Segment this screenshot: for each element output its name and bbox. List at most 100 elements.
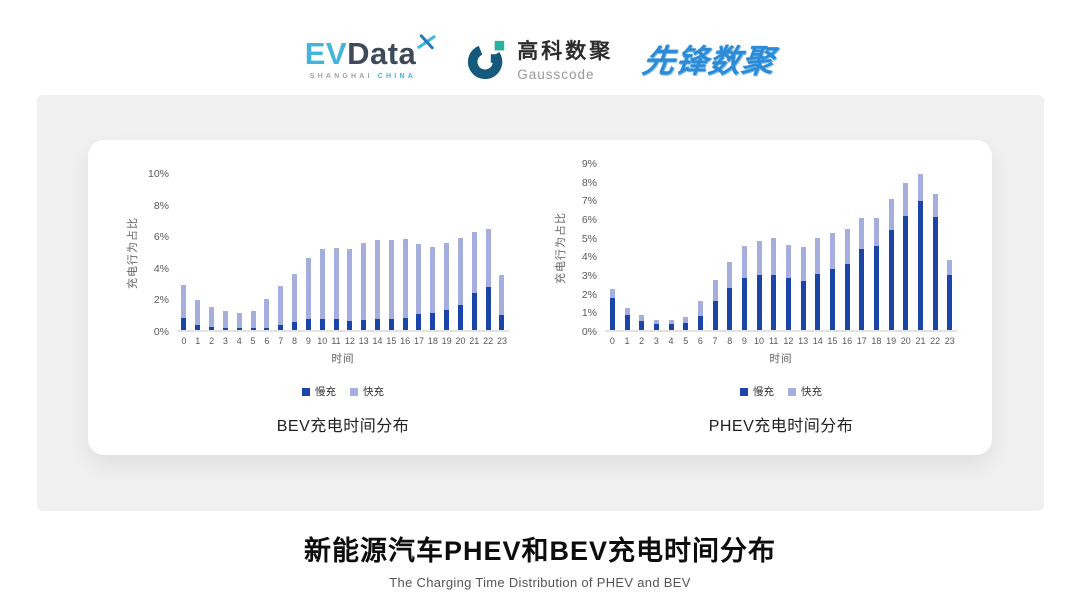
plot [605,164,957,332]
fast-charge-segment [668,319,674,325]
fast-charge-segment [333,248,339,320]
fast-charge-segment [361,242,367,320]
slow-charge-segment [347,320,353,330]
gausscode-en-text: Gausscode [517,67,595,82]
slow-charge-segment [361,319,367,330]
phev-chart: 充电行为占比 0% 1% 2% 3% 4% 5% 6% 7% 8% 9% 0 1 2 3 4 5 6 7 8 9 10 11… [551,158,957,436]
chart-title: PHEV充电时间分布 [708,418,854,435]
slow-charge-segment [785,278,791,330]
y-axis-title: 充电行为占比 [551,164,569,332]
legend-label: 慢充 [753,386,774,398]
y-tick-label: 7% [581,195,597,208]
slow-charge-segment [829,269,835,330]
x-tick-label: 18 [871,336,882,346]
x-tick-labels: 0 1 2 3 4 5 6 7 8 9 10 11 12 13 14 15 16 17 18 19 20 21 22 23 [605,336,957,346]
fast-charge-segment [683,317,689,323]
bar [913,164,928,330]
x-tick-label: 17 [413,336,424,346]
y-tick-label: 6% [581,214,597,226]
evdata-subtext-right: CHINA [377,72,416,80]
bar [634,164,649,330]
y-axis-title: 充电行为占比 [123,174,141,332]
legend-swatch-icon [788,387,796,396]
x-tick-label: 16 [400,336,411,346]
slow-charge-segment [815,273,821,330]
slow-charge-segment [859,248,865,330]
bar [426,174,440,330]
x-tick-label: 8 [727,336,733,346]
fast-charge-segment [347,248,353,321]
fast-charge-segment [236,312,242,329]
slow-charge-segment [416,314,422,330]
fast-charge-segment [222,311,228,329]
x-tick-label: 16 [842,336,853,346]
bar [454,174,468,330]
y-tick-label: 9% [581,158,597,170]
plot [177,174,509,332]
slow-charge-segment [236,328,242,330]
fast-charge-segment [278,285,284,325]
evdata-logo: EV Data SHANGHAI CHINA [305,33,437,80]
gausscode-logo: 高科数聚 Gausscode [466,35,613,82]
slow-charge-segment [250,328,256,330]
x-axis-title: 时间 [769,353,793,365]
slow-charge-segment [209,326,215,330]
y-tick-label: 6% [153,231,169,244]
charts-row: 充电行为占比 0% 2% 4% 6% 8% 10% 0 1 2 3 4 5 6 7 8 9 10 11 12 13 14 1… [88,158,992,436]
bar [177,174,191,330]
slow-charge-segment [264,327,270,330]
evdata-subtext: SHANGHAI CHINA [305,73,437,80]
legend-swatch-icon [740,387,748,396]
y-axis-ticks: 0% 2% 4% 6% 8% 10% [141,168,177,338]
slow-charge-segment [195,324,201,330]
x-tick-label: 6 [264,336,270,346]
x-tick-label: 7 [712,336,718,346]
bar [232,174,246,330]
slow-charge-segment [683,322,689,330]
slow-charge-segment [800,281,806,330]
x-tick-label: 3 [222,336,228,346]
fast-charge-segment [485,228,491,288]
slow-charge-segment [609,297,615,330]
evdata-x-leaf-icon [417,33,436,49]
slow-charge-segment [278,324,284,330]
bars [177,174,509,330]
fast-charge-segment [815,237,821,274]
slow-charge-segment [932,216,938,330]
slow-charge-segment [292,322,298,330]
fast-charge-segment [785,245,791,279]
pioneer-logo: 先锋数聚 [640,42,778,79]
y-tick-label: 0% [581,326,597,338]
fast-charge-segment [947,259,953,275]
legend-swatch-icon [350,387,358,396]
gausscode-wordmark: 高科数聚 Gausscode [517,35,613,82]
slow-charge-segment [639,320,645,330]
bar [708,164,723,330]
evdata-wordmark: EV Data [305,33,437,69]
legend-item: 快充 [350,384,384,399]
bar [218,174,232,330]
plot-area: 充电行为占比 0% 2% 4% 6% 8% 10% [123,168,509,338]
bar [620,164,635,330]
slow-charge-segment [333,319,339,330]
y-axis-ticks: 0% 1% 2% 3% 4% 5% 6% 7% 8% 9% [569,158,605,338]
x-tick-label: 7 [278,336,284,346]
slow-charge-segment [668,324,674,330]
evdata-subtext-left: SHANGHAI [309,72,373,80]
slow-charge-segment [947,274,953,330]
bar [678,164,693,330]
x-tick-label: 3 [653,336,659,346]
x-tick-label: 0 [181,336,187,346]
x-tick-label: 15 [386,336,397,346]
bar [246,174,260,330]
bar [384,174,398,330]
x-tick-label: 2 [639,336,645,346]
fast-charge-segment [181,284,187,318]
fast-charge-segment [264,298,270,328]
x-axis-title: 时间 [331,353,355,365]
bar [942,164,957,330]
bar [766,164,781,330]
bar [274,174,288,330]
fast-charge-segment [771,237,777,275]
y-tick-label: 3% [581,270,597,282]
